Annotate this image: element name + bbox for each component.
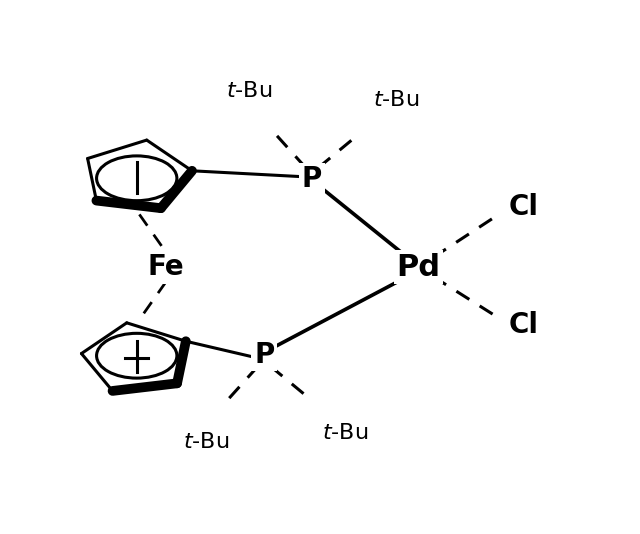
Text: $t$-Bu: $t$-Bu [182, 431, 229, 452]
Text: Cl: Cl [509, 193, 539, 221]
Text: Pd: Pd [396, 253, 440, 281]
Text: $t$-Bu: $t$-Bu [227, 81, 273, 101]
Text: Cl: Cl [509, 311, 539, 340]
Text: $t$-Bu: $t$-Bu [321, 422, 368, 443]
Text: P: P [254, 341, 275, 368]
Text: $t$-Bu: $t$-Bu [373, 90, 419, 111]
Text: Fe: Fe [148, 253, 184, 281]
Text: P: P [302, 166, 322, 193]
